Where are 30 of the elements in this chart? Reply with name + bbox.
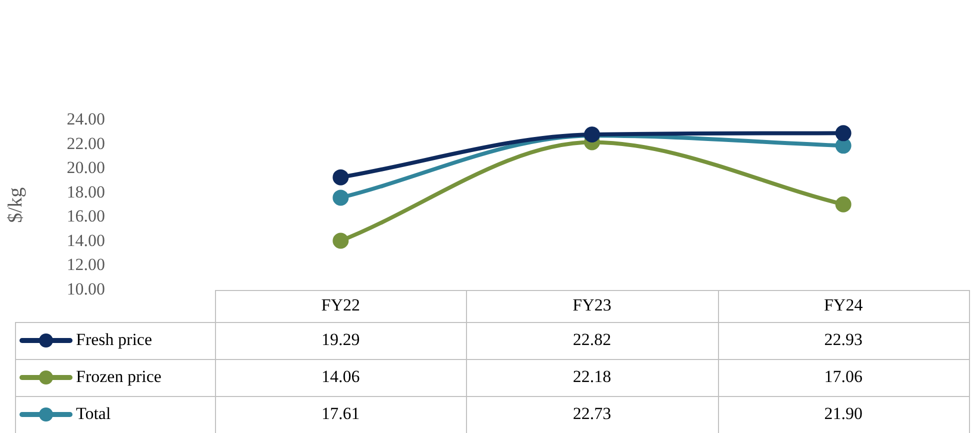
data-label: 21.90 — [824, 404, 862, 423]
y-axis-title: $/kg — [4, 187, 26, 223]
x-tick-label: FY22 — [321, 295, 360, 314]
point — [835, 125, 852, 142]
y-tick-label: 16.00 — [66, 206, 105, 226]
y-tick-label: 22.00 — [66, 134, 105, 153]
legend-label: Total — [76, 404, 111, 423]
point — [332, 190, 349, 206]
point — [332, 232, 349, 249]
x-tick-label: FY23 — [572, 295, 612, 314]
data-label: 22.82 — [572, 330, 612, 349]
y-tick-label: 24.00 — [66, 110, 105, 129]
legend-label: Fresh price — [76, 330, 152, 349]
x-tick-label: FY24 — [824, 295, 864, 314]
y-tick-label: 12.00 — [66, 255, 105, 274]
data-label: 22.93 — [824, 330, 862, 349]
legend-label: Frozen price — [76, 366, 162, 386]
data-label: 14.06 — [322, 366, 360, 386]
y-tick-label: 14.00 — [66, 230, 105, 250]
data-label: 22.18 — [572, 366, 612, 386]
y-tick-label: 20.00 — [66, 158, 105, 178]
data-label: 22.73 — [572, 404, 612, 423]
y-tick-label: 10.00 — [66, 279, 105, 298]
point — [835, 138, 852, 154]
point — [332, 169, 349, 186]
data-label: 19.29 — [322, 330, 360, 349]
y-tick-label: 18.00 — [66, 182, 105, 202]
data-label: 17.61 — [322, 404, 360, 423]
data-label: 17.06 — [824, 366, 862, 386]
point — [835, 196, 852, 212]
